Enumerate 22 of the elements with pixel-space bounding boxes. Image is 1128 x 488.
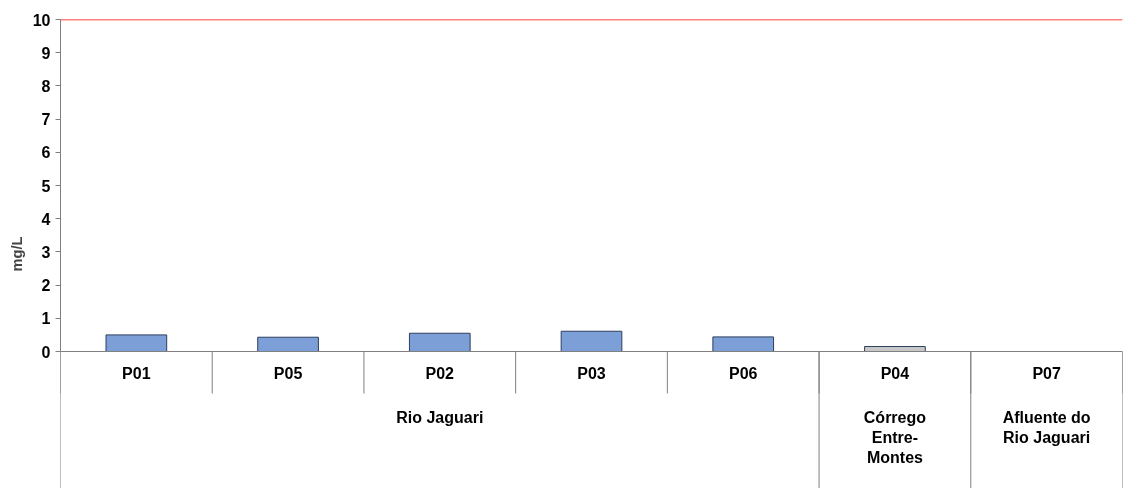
y-tick-label: 2 [41, 277, 51, 295]
y-tick-label: 5 [41, 177, 51, 195]
y-tick-label: 1 [41, 310, 51, 328]
text: Córrego Entre-Montes [863, 408, 927, 467]
y-tick-label: 8 [41, 77, 51, 95]
x-tick-label: P06 [728, 365, 758, 382]
x-tick-label: P03 [577, 365, 606, 382]
y-tick-label: 7 [41, 111, 51, 129]
y-tick-label: 3 [41, 243, 51, 261]
x-tick-label: P02 [425, 365, 455, 382]
y-tick-label: 9 [41, 44, 51, 62]
text: Rio Jaguari [396, 408, 484, 426]
y-tick-label: 4 [41, 210, 51, 228]
y-tick-label: 10 [32, 11, 51, 29]
x-tick-label: P07 [1032, 365, 1061, 382]
text: Afluente do Rio Jaguari [1002, 408, 1091, 446]
y-axis-title: mg/L [8, 236, 25, 272]
y-tick-label: 0 [41, 343, 51, 361]
x-tick-label: P01 [122, 365, 151, 382]
x-tick-label: P04 [880, 365, 910, 382]
x-tick-label: P05 [273, 365, 303, 382]
y-tick-label: 6 [41, 144, 51, 162]
